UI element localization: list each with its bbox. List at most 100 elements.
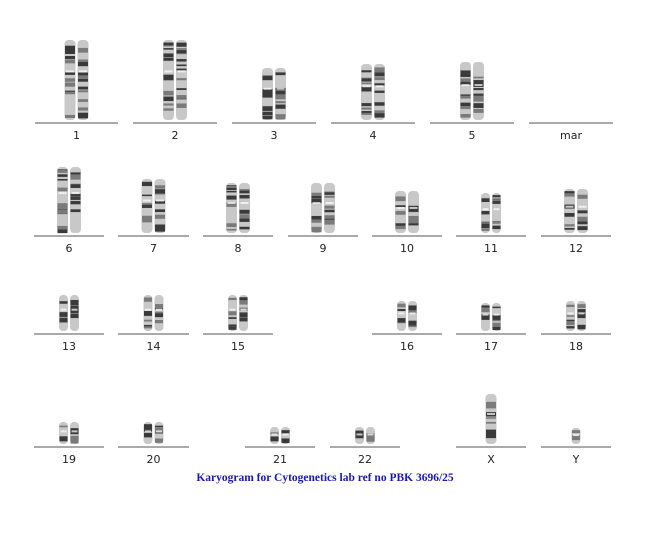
band [262,111,273,116]
band [57,203,68,208]
band [397,303,406,308]
band [577,313,586,319]
chromosome [154,179,166,233]
chromatid [564,189,575,233]
band [564,213,575,217]
chromosome-label: 13 [62,340,76,353]
chromosome [492,303,501,331]
band [155,200,165,204]
band [239,297,248,301]
centromere [325,202,334,204]
centromere [58,192,67,195]
band [65,55,75,59]
centromere [375,85,384,88]
band [270,437,279,442]
band [366,437,375,442]
chromosome-label: 5 [469,129,476,142]
centromere [474,84,483,87]
band [566,319,575,322]
chromosome [311,183,322,233]
chromosome [59,422,68,444]
band [144,311,152,314]
band [577,219,588,222]
chromosome [566,301,575,331]
chromatid [70,167,81,233]
centromere [367,433,374,436]
band [486,435,496,439]
centromere [578,312,585,315]
band [262,91,273,96]
centromere [282,433,289,436]
band [142,194,152,197]
band [226,195,237,200]
band [142,215,152,219]
chromosome [143,422,153,444]
band [176,103,187,108]
band [226,202,237,207]
band [460,114,471,118]
band [59,425,68,428]
band [226,223,237,228]
band [408,305,417,311]
band [144,424,152,428]
band [395,223,406,229]
band [492,195,501,198]
band [78,47,88,53]
band [239,194,250,199]
chromosome [70,422,79,444]
band [361,111,372,115]
centromere [229,308,236,311]
centromere [66,70,74,73]
band [163,108,174,111]
band [486,417,496,419]
centromere [567,312,574,315]
band [163,76,174,79]
band [473,98,484,102]
band [492,199,501,202]
band [311,220,322,223]
band [577,216,588,222]
band [460,105,471,110]
band [226,185,237,188]
chromosome [57,167,68,234]
chromosome [492,193,501,233]
chromosome [70,295,79,331]
band [311,198,322,204]
chromosome [395,191,406,233]
band [577,220,588,225]
band [275,104,286,109]
band [176,42,187,47]
chromosome-label: 6 [66,242,73,255]
band [176,68,187,71]
centromere [240,308,247,311]
band [228,297,237,301]
band [155,227,165,232]
band [460,95,471,99]
band [155,438,163,443]
band [144,297,152,302]
band [78,107,88,111]
band [78,113,88,119]
band [460,72,471,78]
band [473,103,484,108]
band [155,209,165,213]
band [70,174,81,178]
band [460,102,471,106]
chromosome-label: 1 [73,129,80,142]
band [566,326,575,329]
chromosome-label: 2 [172,129,179,142]
band [155,189,165,194]
band [65,72,75,75]
band [176,78,187,80]
chromosome-label: 15 [231,340,245,353]
band [163,103,174,106]
band [270,436,279,439]
chromosome-label: 8 [235,242,242,255]
band [70,315,79,319]
chromosome [239,295,248,331]
band [70,305,79,310]
chromatid [397,301,406,331]
band [275,94,286,97]
band [70,428,79,433]
band [163,97,174,102]
